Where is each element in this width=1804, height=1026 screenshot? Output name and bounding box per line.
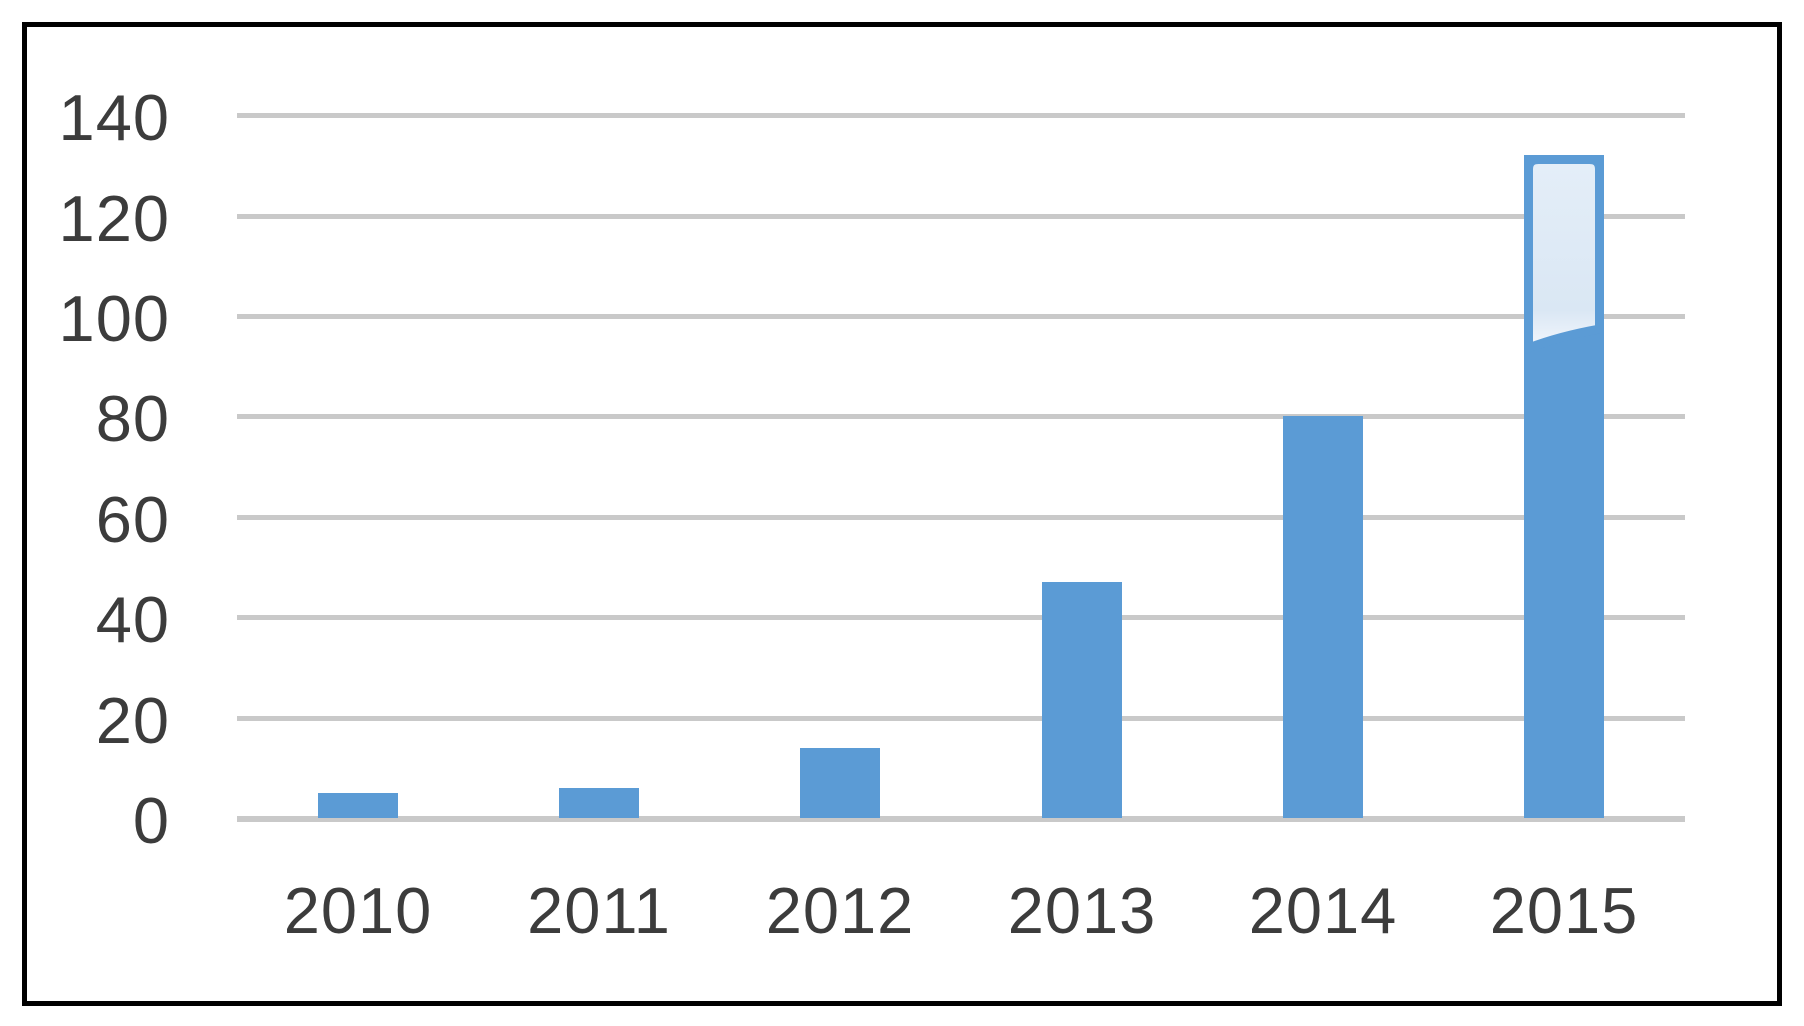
y-tick-label-100: 100 — [58, 282, 170, 355]
x-tick-label-2010: 2010 — [283, 874, 433, 947]
gridline-0 — [237, 816, 1685, 822]
x-tick-label-2011: 2011 — [527, 874, 671, 947]
gridline-20 — [237, 715, 1685, 721]
x-tick-label-2012: 2012 — [765, 874, 915, 947]
bar-2012 — [800, 748, 880, 818]
y-tick-label-80: 80 — [95, 382, 170, 456]
bar-2015-graphic — [1524, 155, 1604, 818]
chart-frame — [22, 22, 1782, 1006]
y-tick-label-140: 140 — [58, 81, 170, 155]
y-tick-label-60: 60 — [95, 482, 170, 556]
y-tick-label-20: 20 — [95, 683, 170, 757]
gridline-100 — [237, 314, 1685, 319]
gridline-40 — [237, 615, 1685, 621]
x-tick-label-2014: 2014 — [1248, 874, 1398, 947]
y-tick-label-0: 0 — [132, 784, 170, 857]
bar-2013 — [1042, 582, 1122, 818]
gridline-120 — [237, 213, 1685, 219]
gridline-60 — [237, 514, 1685, 520]
bar-2015-light-segment — [1524, 155, 1604, 355]
bar-2011 — [559, 788, 639, 818]
bar-2010 — [318, 793, 398, 818]
y-tick-label-40: 40 — [95, 583, 170, 657]
bar-2014 — [1283, 416, 1363, 818]
x-tick-label-2013: 2013 — [1007, 874, 1157, 947]
gridline-140 — [237, 113, 1685, 119]
gridline-80 — [237, 414, 1685, 420]
bar-2015 — [1524, 155, 1604, 818]
y-tick-label-120: 120 — [58, 181, 170, 255]
x-tick-label-2015: 2015 — [1489, 874, 1639, 947]
